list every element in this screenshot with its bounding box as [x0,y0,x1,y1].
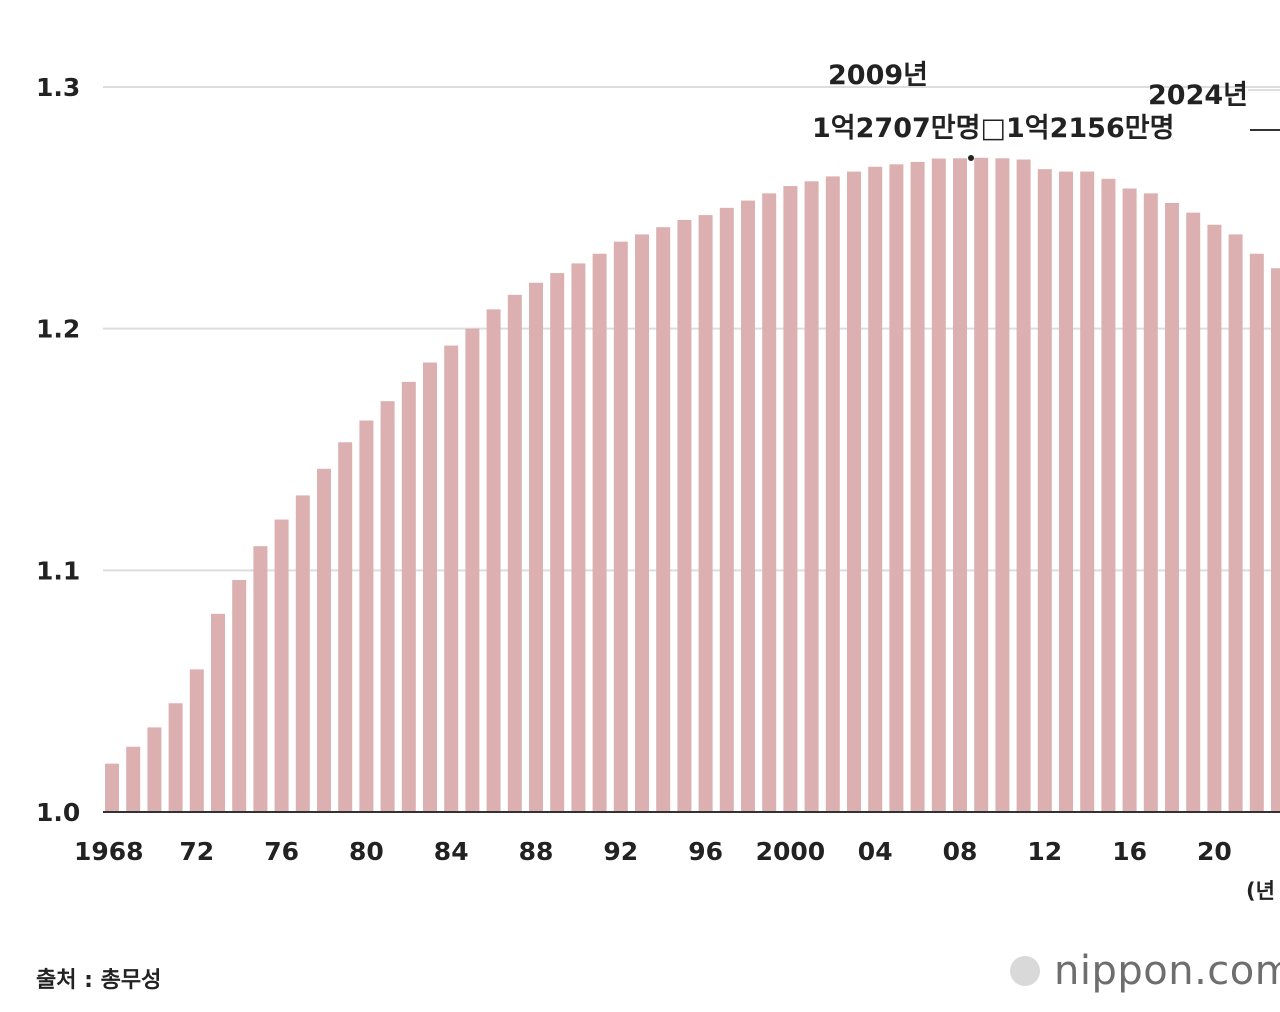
bar-1998 [741,200,755,813]
x-axis-unit: (년 [1246,879,1275,903]
bar-2012 [1037,169,1052,812]
y-tick-label: 1.1 [36,556,80,585]
x-tick-label: 88 [519,837,554,866]
bar-2009 [974,157,989,812]
bar-1978 [317,468,331,812]
bar-2021 [1228,234,1243,812]
bar-2004 [868,166,883,812]
bar-2010 [995,158,1010,812]
bar-2001 [804,181,819,812]
bar-1993 [635,234,649,812]
bar-1976 [274,519,289,812]
x-tick-label: 96 [688,837,723,866]
nippon-logo: nippon.com [1010,948,1280,994]
x-tick-label: 2000 [756,837,826,866]
bar-1982 [401,381,416,812]
bar-2011 [1016,159,1031,812]
bar-2008 [953,158,967,812]
bar-1980 [359,420,374,812]
bar-1996 [698,215,713,813]
bar-1983 [423,362,437,812]
x-axis-ticks: 196872768084889296200004081216202 [74,837,1232,866]
bar-1977 [295,495,310,812]
bar-1974 [232,580,247,812]
bar-2020 [1207,224,1222,812]
bar-1973 [211,613,225,812]
bar-2002 [825,176,840,812]
bar-1989 [550,273,565,812]
bar-2000 [783,186,798,813]
bar-2015 [1101,178,1116,813]
bar-1970 [147,727,162,812]
logo-text: nippon.com [1054,948,1280,994]
bar-1979 [338,442,353,812]
annotation-peak-marker [968,155,974,161]
bar-2017 [1143,193,1158,813]
x-tick-label: 20 [1197,837,1232,866]
bar-2016 [1122,188,1137,812]
y-axis-ticks: 1.0 1.1 1.2 1.3 [36,73,80,827]
bar-1971 [168,703,183,812]
annotation-peak-year: 2009년 [828,60,928,91]
x-tick-label: 1968 [74,837,144,866]
bar-2006 [910,161,925,812]
y-tick-label: 1.0 [36,798,80,827]
bar-1987 [507,294,522,812]
bar-1981 [380,401,395,812]
bar-2014 [1080,171,1095,813]
bar-2019 [1186,212,1201,812]
bar-2013 [1059,171,1073,813]
x-tick-label: 84 [434,837,469,866]
bar-2007 [931,158,946,813]
bar-1968 [105,763,119,812]
annotation-peak-value: 1억2707만명□1억2156만명 [812,113,1174,144]
x-tick-label: 72 [179,837,214,866]
bar-2023 [1271,268,1280,812]
bar-1995 [677,219,692,812]
y-tick-label: 1.3 [36,73,80,102]
x-tick-label: 80 [349,837,384,866]
x-tick-label: 04 [858,837,893,866]
bar-1969 [126,746,141,812]
x-tick-label: 12 [1027,837,1062,866]
bar-2018 [1165,203,1179,812]
bar-1994 [656,227,671,812]
source-note: 출처 : 총무성 [36,968,162,993]
bar-2005 [889,164,904,813]
bar-1975 [253,546,268,812]
bar-1972 [189,669,204,812]
bar-2003 [847,171,861,813]
x-tick-label: 16 [1112,837,1147,866]
bar-1984 [444,345,459,812]
bar-1986 [486,309,501,812]
bars [105,157,1280,813]
y-tick-label: 1.2 [36,315,80,344]
bar-1997 [719,207,734,813]
bar-1988 [529,282,543,812]
x-tick-label: 76 [264,837,299,866]
bar-2022 [1249,253,1264,812]
bar-1992 [613,241,628,812]
logo-dot-icon [1010,956,1040,986]
bar-1990 [571,263,586,813]
annotation-latest-year: 2024년 [1148,80,1248,111]
bar-1985 [465,328,480,812]
bar-1991 [592,253,607,812]
x-tick-label: 08 [943,837,978,866]
bar-1999 [762,193,777,813]
x-tick-label: 92 [603,837,638,866]
